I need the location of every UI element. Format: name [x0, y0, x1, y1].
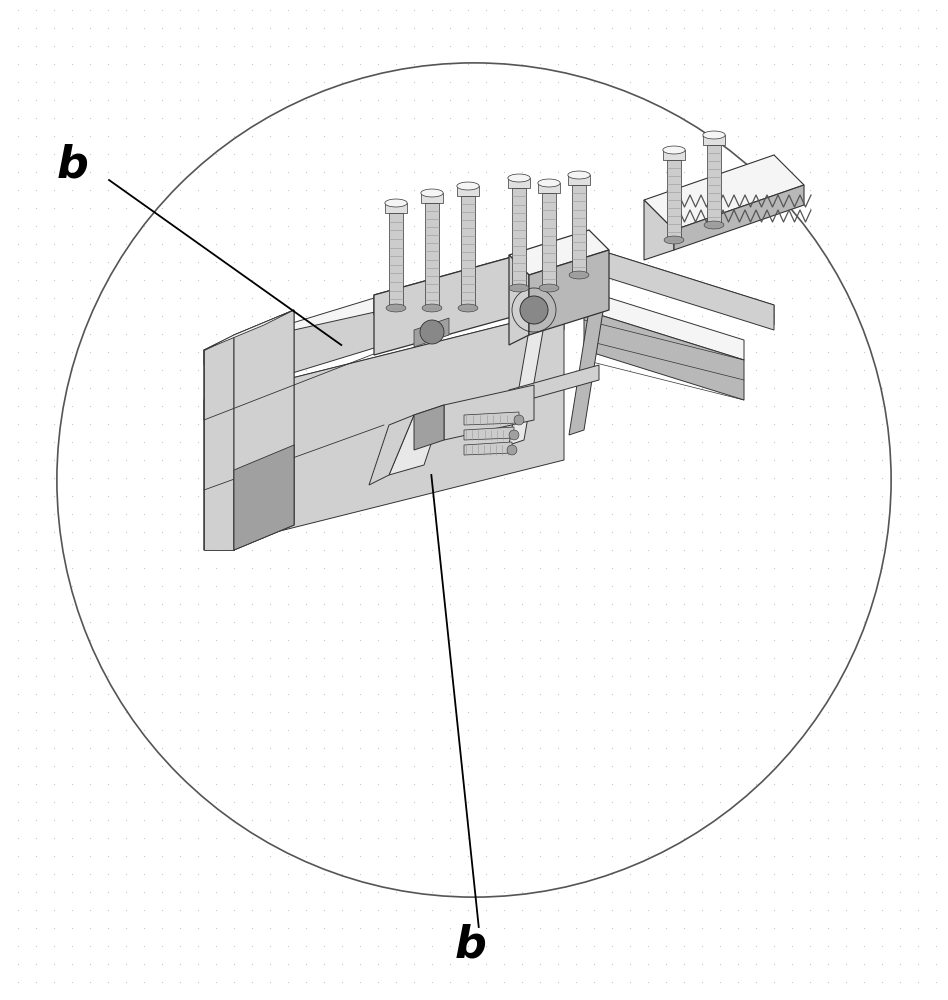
Polygon shape: [386, 304, 406, 312]
Polygon shape: [414, 318, 449, 347]
Circle shape: [520, 296, 548, 324]
Polygon shape: [204, 310, 294, 350]
Polygon shape: [508, 178, 530, 188]
Polygon shape: [509, 430, 519, 440]
Polygon shape: [509, 365, 599, 405]
Polygon shape: [461, 196, 475, 308]
Polygon shape: [644, 155, 804, 230]
Polygon shape: [464, 442, 512, 455]
Polygon shape: [385, 203, 408, 213]
Polygon shape: [464, 412, 519, 425]
Polygon shape: [512, 188, 526, 288]
Polygon shape: [204, 335, 234, 550]
Polygon shape: [204, 310, 564, 420]
Polygon shape: [542, 193, 556, 288]
Polygon shape: [509, 230, 609, 275]
Polygon shape: [464, 427, 514, 440]
Polygon shape: [702, 135, 725, 145]
Polygon shape: [414, 405, 444, 450]
Polygon shape: [529, 250, 609, 335]
Polygon shape: [421, 189, 444, 197]
Polygon shape: [702, 131, 725, 139]
Polygon shape: [369, 415, 414, 485]
Text: b: b: [455, 924, 487, 966]
Polygon shape: [665, 236, 684, 244]
Polygon shape: [539, 284, 559, 292]
Polygon shape: [663, 150, 685, 160]
Polygon shape: [707, 145, 721, 225]
Polygon shape: [569, 305, 604, 435]
Polygon shape: [457, 186, 479, 196]
Polygon shape: [568, 175, 591, 185]
Polygon shape: [374, 255, 519, 355]
Polygon shape: [421, 193, 444, 203]
Polygon shape: [425, 203, 439, 308]
Polygon shape: [572, 185, 586, 275]
Polygon shape: [385, 199, 408, 207]
Polygon shape: [509, 284, 529, 292]
Polygon shape: [568, 171, 591, 179]
Polygon shape: [704, 221, 724, 229]
Polygon shape: [444, 385, 534, 440]
Polygon shape: [667, 160, 681, 240]
Polygon shape: [204, 335, 234, 550]
Polygon shape: [389, 213, 403, 308]
Polygon shape: [204, 310, 384, 400]
Polygon shape: [584, 290, 744, 360]
Polygon shape: [538, 183, 560, 193]
Polygon shape: [509, 325, 544, 445]
Polygon shape: [204, 295, 384, 365]
Polygon shape: [509, 255, 529, 345]
Circle shape: [420, 320, 444, 344]
Polygon shape: [599, 250, 774, 325]
Polygon shape: [234, 445, 294, 550]
Polygon shape: [644, 200, 674, 260]
Polygon shape: [507, 445, 517, 455]
Polygon shape: [457, 182, 479, 190]
Polygon shape: [663, 146, 685, 154]
Polygon shape: [584, 310, 744, 400]
Polygon shape: [674, 185, 804, 250]
Polygon shape: [569, 271, 589, 279]
Polygon shape: [389, 405, 444, 475]
Polygon shape: [422, 304, 442, 312]
Polygon shape: [599, 250, 774, 330]
Polygon shape: [234, 310, 294, 550]
Polygon shape: [374, 255, 519, 315]
Polygon shape: [538, 179, 560, 187]
Text: b: b: [57, 143, 89, 186]
Polygon shape: [458, 304, 478, 312]
Polygon shape: [508, 174, 530, 182]
Polygon shape: [204, 310, 564, 550]
Polygon shape: [234, 310, 294, 550]
Polygon shape: [514, 415, 524, 425]
